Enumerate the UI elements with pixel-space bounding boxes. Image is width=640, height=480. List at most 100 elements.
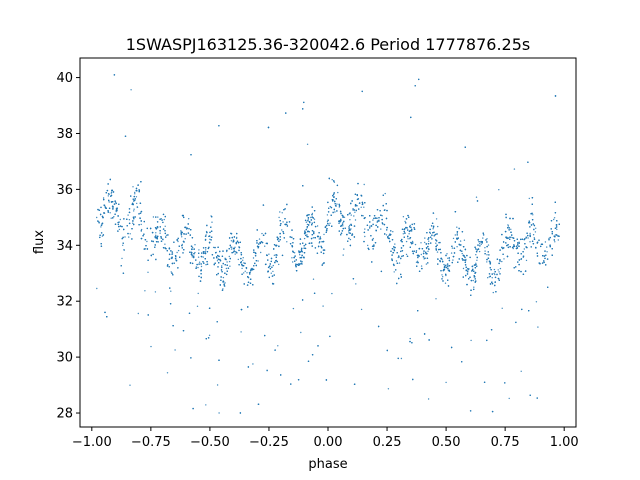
- data-point: [121, 237, 123, 240]
- data-point: [373, 245, 375, 248]
- data-point: [406, 255, 409, 257]
- data-point: [134, 191, 136, 194]
- data-point: [459, 240, 462, 242]
- data-point: [191, 256, 193, 258]
- data-point: [447, 279, 449, 281]
- data-point: [452, 259, 454, 261]
- data-point: [326, 214, 329, 216]
- data-point: [183, 233, 185, 235]
- data-point: [172, 274, 174, 276]
- data-point: [99, 236, 101, 239]
- data-point: [498, 262, 500, 265]
- data-point: [363, 183, 365, 186]
- data-point: [193, 253, 195, 255]
- data-point: [348, 226, 350, 228]
- data-point: [377, 226, 379, 228]
- data-point: [447, 266, 449, 268]
- data-point: [501, 260, 503, 263]
- data-point: [164, 215, 166, 218]
- data-point: [443, 267, 446, 269]
- data-point: [332, 193, 335, 195]
- data-point: [509, 217, 511, 220]
- data-point: [391, 248, 394, 250]
- data-point: [333, 196, 335, 198]
- data-point: [303, 101, 305, 104]
- data-point: [475, 254, 477, 256]
- data-point: [486, 339, 488, 342]
- data-point: [241, 273, 243, 275]
- data-point: [363, 240, 365, 243]
- data-point: [216, 257, 218, 259]
- data-point: [440, 257, 442, 260]
- data-point: [139, 212, 142, 214]
- data-point: [295, 259, 297, 261]
- data-point: [291, 246, 294, 248]
- data-point: [242, 259, 244, 261]
- data-point: [523, 238, 525, 241]
- data-point: [200, 276, 202, 279]
- data-point: [118, 203, 120, 205]
- x-tick-label: −1.00: [72, 435, 112, 450]
- data-point: [405, 253, 408, 256]
- data-point: [505, 216, 507, 219]
- data-point: [269, 263, 271, 265]
- data-point: [425, 243, 427, 245]
- data-point: [197, 266, 199, 269]
- data-point: [474, 281, 476, 283]
- data-point: [226, 270, 228, 272]
- data-point: [101, 235, 104, 237]
- data-point: [407, 235, 409, 238]
- data-point: [194, 251, 196, 254]
- data-point: [189, 262, 192, 264]
- data-point: [551, 231, 553, 233]
- data-point: [400, 240, 402, 242]
- data-point: [388, 234, 390, 237]
- data-point: [143, 220, 145, 223]
- data-point: [461, 258, 463, 260]
- data-point: [169, 303, 172, 305]
- data-point: [532, 243, 535, 245]
- data-point: [278, 263, 280, 266]
- data-point: [437, 263, 439, 265]
- data-point: [411, 240, 414, 243]
- data-point: [402, 255, 404, 257]
- data-point: [333, 181, 336, 183]
- data-point: [491, 277, 493, 279]
- data-point: [242, 257, 244, 259]
- data-point: [518, 270, 520, 272]
- data-point: [367, 229, 369, 231]
- data-point: [473, 288, 475, 291]
- data-point: [335, 198, 337, 200]
- data-point: [424, 241, 426, 244]
- data-point: [306, 223, 309, 226]
- data-point: [506, 236, 508, 239]
- data-point: [131, 202, 134, 205]
- data-point: [100, 226, 102, 228]
- data-point: [121, 257, 123, 260]
- data-point: [529, 241, 531, 243]
- data-point: [314, 225, 317, 228]
- data-point: [123, 249, 125, 251]
- data-point: [252, 268, 255, 271]
- data-point: [486, 258, 488, 261]
- data-point: [453, 247, 456, 249]
- data-point: [545, 264, 547, 266]
- data-point: [507, 246, 510, 249]
- data-point: [222, 288, 224, 290]
- data-point: [401, 228, 404, 230]
- data-point: [324, 226, 327, 229]
- data-point: [195, 267, 197, 269]
- data-point: [221, 289, 224, 291]
- data-point: [269, 265, 271, 267]
- data-point: [180, 232, 182, 235]
- data-point: [402, 245, 405, 247]
- data-point: [427, 243, 430, 245]
- data-point: [116, 207, 118, 209]
- data-point: [376, 217, 378, 219]
- data-point: [129, 233, 131, 235]
- data-point: [276, 236, 278, 238]
- data-point: [154, 291, 157, 293]
- data-point: [433, 231, 435, 233]
- data-point: [353, 225, 356, 227]
- y-tick-label: 34: [56, 239, 73, 254]
